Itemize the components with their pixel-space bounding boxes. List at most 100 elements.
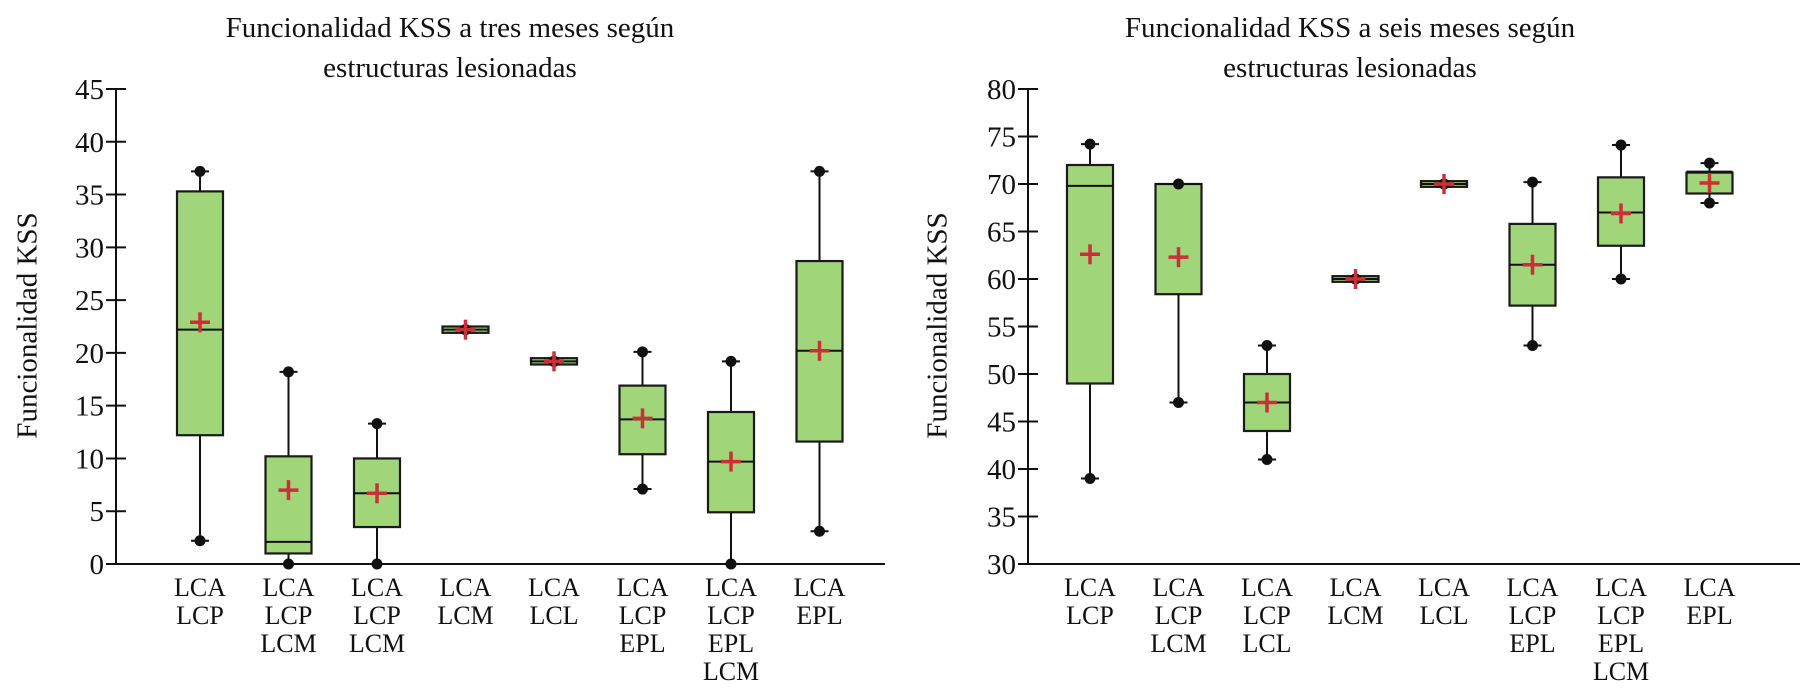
max-point	[194, 165, 206, 177]
x-tick-label-line: LCA	[528, 573, 580, 602]
x-tick-label-line: EPL	[1686, 601, 1732, 630]
y-tick-label: 80	[987, 74, 1016, 106]
x-tick-label-line: LCA	[794, 573, 846, 602]
x-tick-label-line: LCL	[529, 601, 578, 630]
box-plot-7	[1596, 139, 1646, 285]
box-plot-4	[1331, 269, 1380, 289]
x-tick-label-line: LCP	[176, 601, 224, 630]
box-plot-8	[1685, 157, 1734, 209]
box-plot-8	[795, 165, 844, 537]
x-tick-label-line: LCA	[1595, 573, 1647, 602]
x-tick-label: LCA LCP EPL LCM	[703, 573, 759, 686]
box-plot-4	[441, 319, 490, 340]
x-tick-label: LCA LCM	[1327, 573, 1383, 630]
y-tick-label: 60	[987, 264, 1016, 296]
y-tick-label: 35	[75, 180, 104, 212]
y-tick-label: 25	[75, 285, 104, 317]
box-plot-5	[529, 351, 579, 372]
x-tick-label-line: LCP	[353, 601, 401, 630]
min-point	[283, 558, 294, 570]
box	[1065, 163, 1115, 385]
chart-title-line-2: estructuras lesionadas	[323, 52, 577, 84]
x-tick-label-line: LCP	[619, 601, 667, 630]
x-tick-label-line: LCA	[1330, 573, 1382, 602]
x-tick-label: LCA LCP EPL	[617, 573, 669, 658]
y-tick-label: 40	[987, 454, 1016, 486]
max-point	[1704, 157, 1715, 169]
chart-title: Funcionalidad KSS a seis meses según est…	[900, 8, 1800, 88]
x-tick-label-line: LCA	[705, 573, 757, 602]
chart-title: Funcionalidad KSS a tres meses según est…	[0, 8, 900, 88]
x-tick-label: LCA LCP LCM	[260, 573, 316, 658]
x-tick-label-line: LCA	[617, 573, 669, 602]
x-tick-label-line: LCM	[437, 601, 493, 630]
min-point	[637, 483, 648, 495]
x-tick-label-line: LCA	[1684, 573, 1736, 602]
x-tick-label-line: LCA	[1241, 573, 1293, 602]
box	[264, 455, 313, 555]
y-tick-label: 5	[90, 496, 105, 528]
max-point	[814, 165, 825, 177]
box-plot-3	[352, 418, 402, 570]
max-point	[1173, 178, 1184, 190]
max-point	[1527, 176, 1538, 188]
box	[1154, 182, 1203, 296]
x-tick-label: LCA LCP LCM	[1150, 573, 1206, 658]
y-tick-label: 30	[987, 549, 1016, 581]
x-tick-label-line: LCP	[1597, 601, 1645, 630]
max-point	[1261, 340, 1273, 351]
x-tick-label: LCA LCL	[1418, 573, 1470, 630]
box-plot-2	[264, 366, 313, 570]
x-tick-label-line: LCM	[703, 657, 759, 686]
min-point	[1173, 397, 1184, 408]
x-tick-label-line: EPL	[796, 601, 842, 630]
max-point	[637, 346, 648, 358]
x-tick-label-line: LCA	[1064, 573, 1116, 602]
x-tick-label-line: LCL	[1419, 601, 1468, 630]
x-tick-label: LCA LCM	[437, 573, 493, 630]
x-tick-label-line: LCA	[1418, 573, 1470, 602]
x-tick-label-line: LCM	[1593, 657, 1649, 686]
x-tick-label: LCA LCP LCM	[349, 573, 405, 658]
x-tick-label-line: LCM	[260, 629, 316, 658]
min-point	[814, 525, 825, 537]
y-tick-label: 55	[987, 312, 1016, 344]
box-plot-6	[1508, 176, 1557, 351]
y-tick-label: 20	[75, 338, 104, 370]
chart-title-line-1: Funcionalidad KSS a tres meses según	[225, 12, 675, 44]
y-tick-label: 70	[987, 169, 1016, 201]
box-plot-1	[1065, 138, 1115, 484]
x-tick-label-line: EPL	[1509, 629, 1555, 658]
chart-title-line-2: estructuras lesionadas	[1223, 52, 1477, 84]
y-tick-label: 35	[987, 502, 1016, 534]
x-tick-label-line: LCM	[1150, 629, 1206, 658]
x-tick-label: LCA LCP EPL	[1507, 573, 1559, 658]
x-tick-label-line: EPL	[1598, 629, 1644, 658]
min-point	[1261, 454, 1273, 465]
y-tick-label: 45	[75, 74, 104, 106]
max-point	[371, 418, 383, 430]
x-tick-label-line: LCP	[1509, 601, 1557, 630]
box-plot-1	[175, 165, 225, 547]
y-tick-label: 40	[75, 127, 104, 159]
x-tick-label-line: LCP	[1066, 601, 1114, 630]
max-point	[1084, 138, 1096, 150]
box-plot-6	[618, 346, 667, 495]
max-point	[283, 366, 294, 378]
y-tick-label: 50	[987, 359, 1016, 391]
y-tick-label: 15	[75, 391, 104, 423]
min-point	[1615, 273, 1627, 285]
x-tick-label-line: EPL	[619, 629, 665, 658]
y-tick-label: 10	[75, 443, 104, 475]
min-point	[725, 558, 737, 570]
x-tick-label-line: LCM	[349, 629, 405, 658]
max-point	[725, 355, 737, 367]
min-point	[1084, 473, 1096, 484]
min-point	[1704, 197, 1715, 209]
x-tick-label-line: LCP	[265, 601, 313, 630]
x-tick-label-line: LCP	[1243, 601, 1291, 630]
box-plot-3	[1242, 340, 1292, 465]
x-tick-label: LCA EPL	[794, 573, 846, 630]
